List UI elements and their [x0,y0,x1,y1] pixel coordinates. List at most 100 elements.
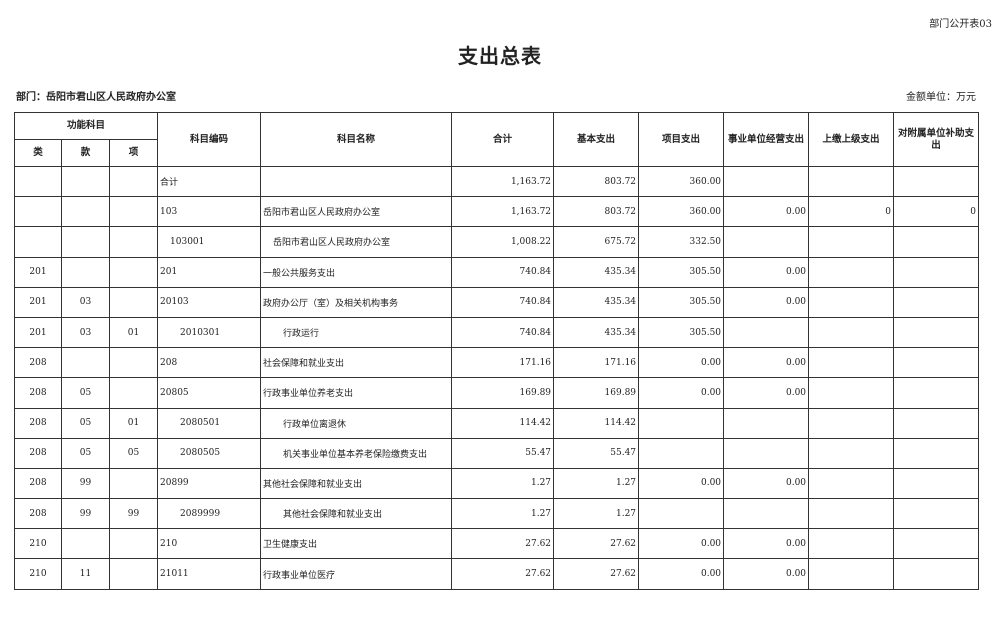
department-label: 部门：岳阳市君山区人民政府办公室 [16,92,176,103]
header-name: 科目名称 [260,112,453,167]
cell-lei: 201 [14,256,62,288]
cell-basic: 55.47 [553,437,640,469]
cell-kuan: 99 [61,498,110,530]
cell-subsidy [893,528,980,560]
header-kuan: 款 [61,139,110,167]
cell-xiang [108,196,159,228]
cell-name: 卫生健康支出 [260,528,453,560]
cell-code: 208 [157,347,262,379]
cell-total: 171.16 [451,347,555,379]
cell-code: 103001 [157,226,262,258]
cell-lei: 208 [14,377,62,409]
table-row: 208 05 01 2080501 行政单位离退休 114.42 114.42 [14,407,980,439]
cell-kuan [61,528,110,560]
cell-lei [14,226,62,258]
cell-total: 55.47 [451,437,555,469]
cell-basic: 114.42 [553,407,640,439]
cell-total: 740.84 [451,316,555,349]
cell-subsidy [893,407,980,439]
cell-kuan: 05 [61,377,110,409]
cell-total: 27.62 [451,528,555,560]
cell-code: 2080501 [157,407,262,439]
cell-name: 政府办公厅（室）及相关机构事务 [260,286,453,318]
cell-code: 20805 [157,377,262,409]
cell-lei: 208 [14,467,62,500]
header-upper: 上缴上级支出 [808,112,895,167]
cell-basic: 169.89 [553,377,640,409]
cell-subsidy [893,165,980,198]
table-row: 103001 岳阳市君山区人民政府办公室 1,008.22 675.72 332.50 [14,226,980,258]
cell-name: 岳阳市君山区人民政府办公室 [260,226,453,258]
cell-code: 2089999 [157,498,262,530]
cell-basic: 803.72 [553,165,640,198]
cell-xiang [108,165,159,198]
cell-upper [808,467,895,500]
cell-upper [808,286,895,318]
cell-kuan: 99 [61,467,110,500]
cell-lei [14,165,62,198]
cell-lei: 201 [14,286,62,318]
cell-business: 0.00 [723,528,810,560]
cell-project: 360.00 [638,165,725,198]
cell-business [723,316,810,349]
table-row: 201 03 20103 政府办公厅（室）及相关机构事务 740.84 435.34 305… [14,286,980,318]
cell-lei: 208 [14,347,62,379]
cell-code: 20103 [157,286,262,318]
cell-upper [808,226,895,258]
cell-name: 岳阳市君山区人民政府办公室 [260,196,453,228]
cell-upper [808,558,895,590]
cell-subsidy [893,316,980,349]
amount-unit-label: 金额单位：万元 [906,92,976,103]
header-function-subject: 功能科目 [13,112,159,140]
cell-total: 1,163.72 [451,165,555,198]
cell-kuan: 11 [61,558,110,590]
cell-xiang: 01 [108,316,159,349]
cell-basic: 27.62 [553,558,640,590]
cell-kuan: 05 [61,437,110,469]
cell-code: 210 [157,528,262,560]
cell-project [638,498,725,530]
cell-kuan [61,256,110,288]
cell-upper: 0 [808,196,895,228]
cell-subsidy [893,377,980,409]
form-number: 部门公开表03 [929,19,992,30]
cell-lei [14,196,62,228]
cell-total: 1,008.22 [451,226,555,258]
cell-project: 305.50 [638,316,725,349]
cell-kuan: 03 [61,316,110,349]
cell-basic: 1.27 [553,467,640,500]
table-row: 201 03 01 2010301 行政运行 740.84 435.34 305.50 [14,316,980,349]
cell-project: 332.50 [638,226,725,258]
cell-code: 2010301 [157,316,262,349]
cell-subsidy [893,286,980,318]
cell-code: 2080505 [157,437,262,469]
header-code: 科目编码 [157,112,262,167]
cell-name: 行政事业单位医疗 [260,558,453,590]
header-total: 合计 [451,112,555,167]
cell-subsidy [893,256,980,288]
cell-code: 103 [157,196,262,228]
cell-basic: 435.34 [553,256,640,288]
cell-lei: 201 [14,316,62,349]
cell-upper [808,347,895,379]
table-row: 208 99 20899 其他社会保障和就业支出 1.27 1.27 0.00 0.00 [14,467,980,500]
cell-project [638,407,725,439]
cell-total: 1.27 [451,498,555,530]
cell-upper [808,498,895,530]
cell-business: 0.00 [723,256,810,288]
cell-lei: 210 [14,558,62,590]
cell-business [723,165,810,198]
cell-project: 0.00 [638,467,725,500]
cell-code: 20899 [157,467,262,500]
cell-upper [808,256,895,288]
cell-business: 0.00 [723,377,810,409]
cell-business: 0.00 [723,558,810,590]
cell-xiang [108,256,159,288]
cell-upper [808,437,895,469]
table-body: 合计 1,163.72 803.72 360.00 103 岳阳市君山区人民政府办公室 1,… [14,165,980,590]
cell-upper [808,377,895,409]
header-lei: 类 [14,139,62,167]
cell-name: 其他社会保障和就业支出 [260,498,453,530]
cell-basic: 27.62 [553,528,640,560]
cell-kuan [61,347,110,379]
